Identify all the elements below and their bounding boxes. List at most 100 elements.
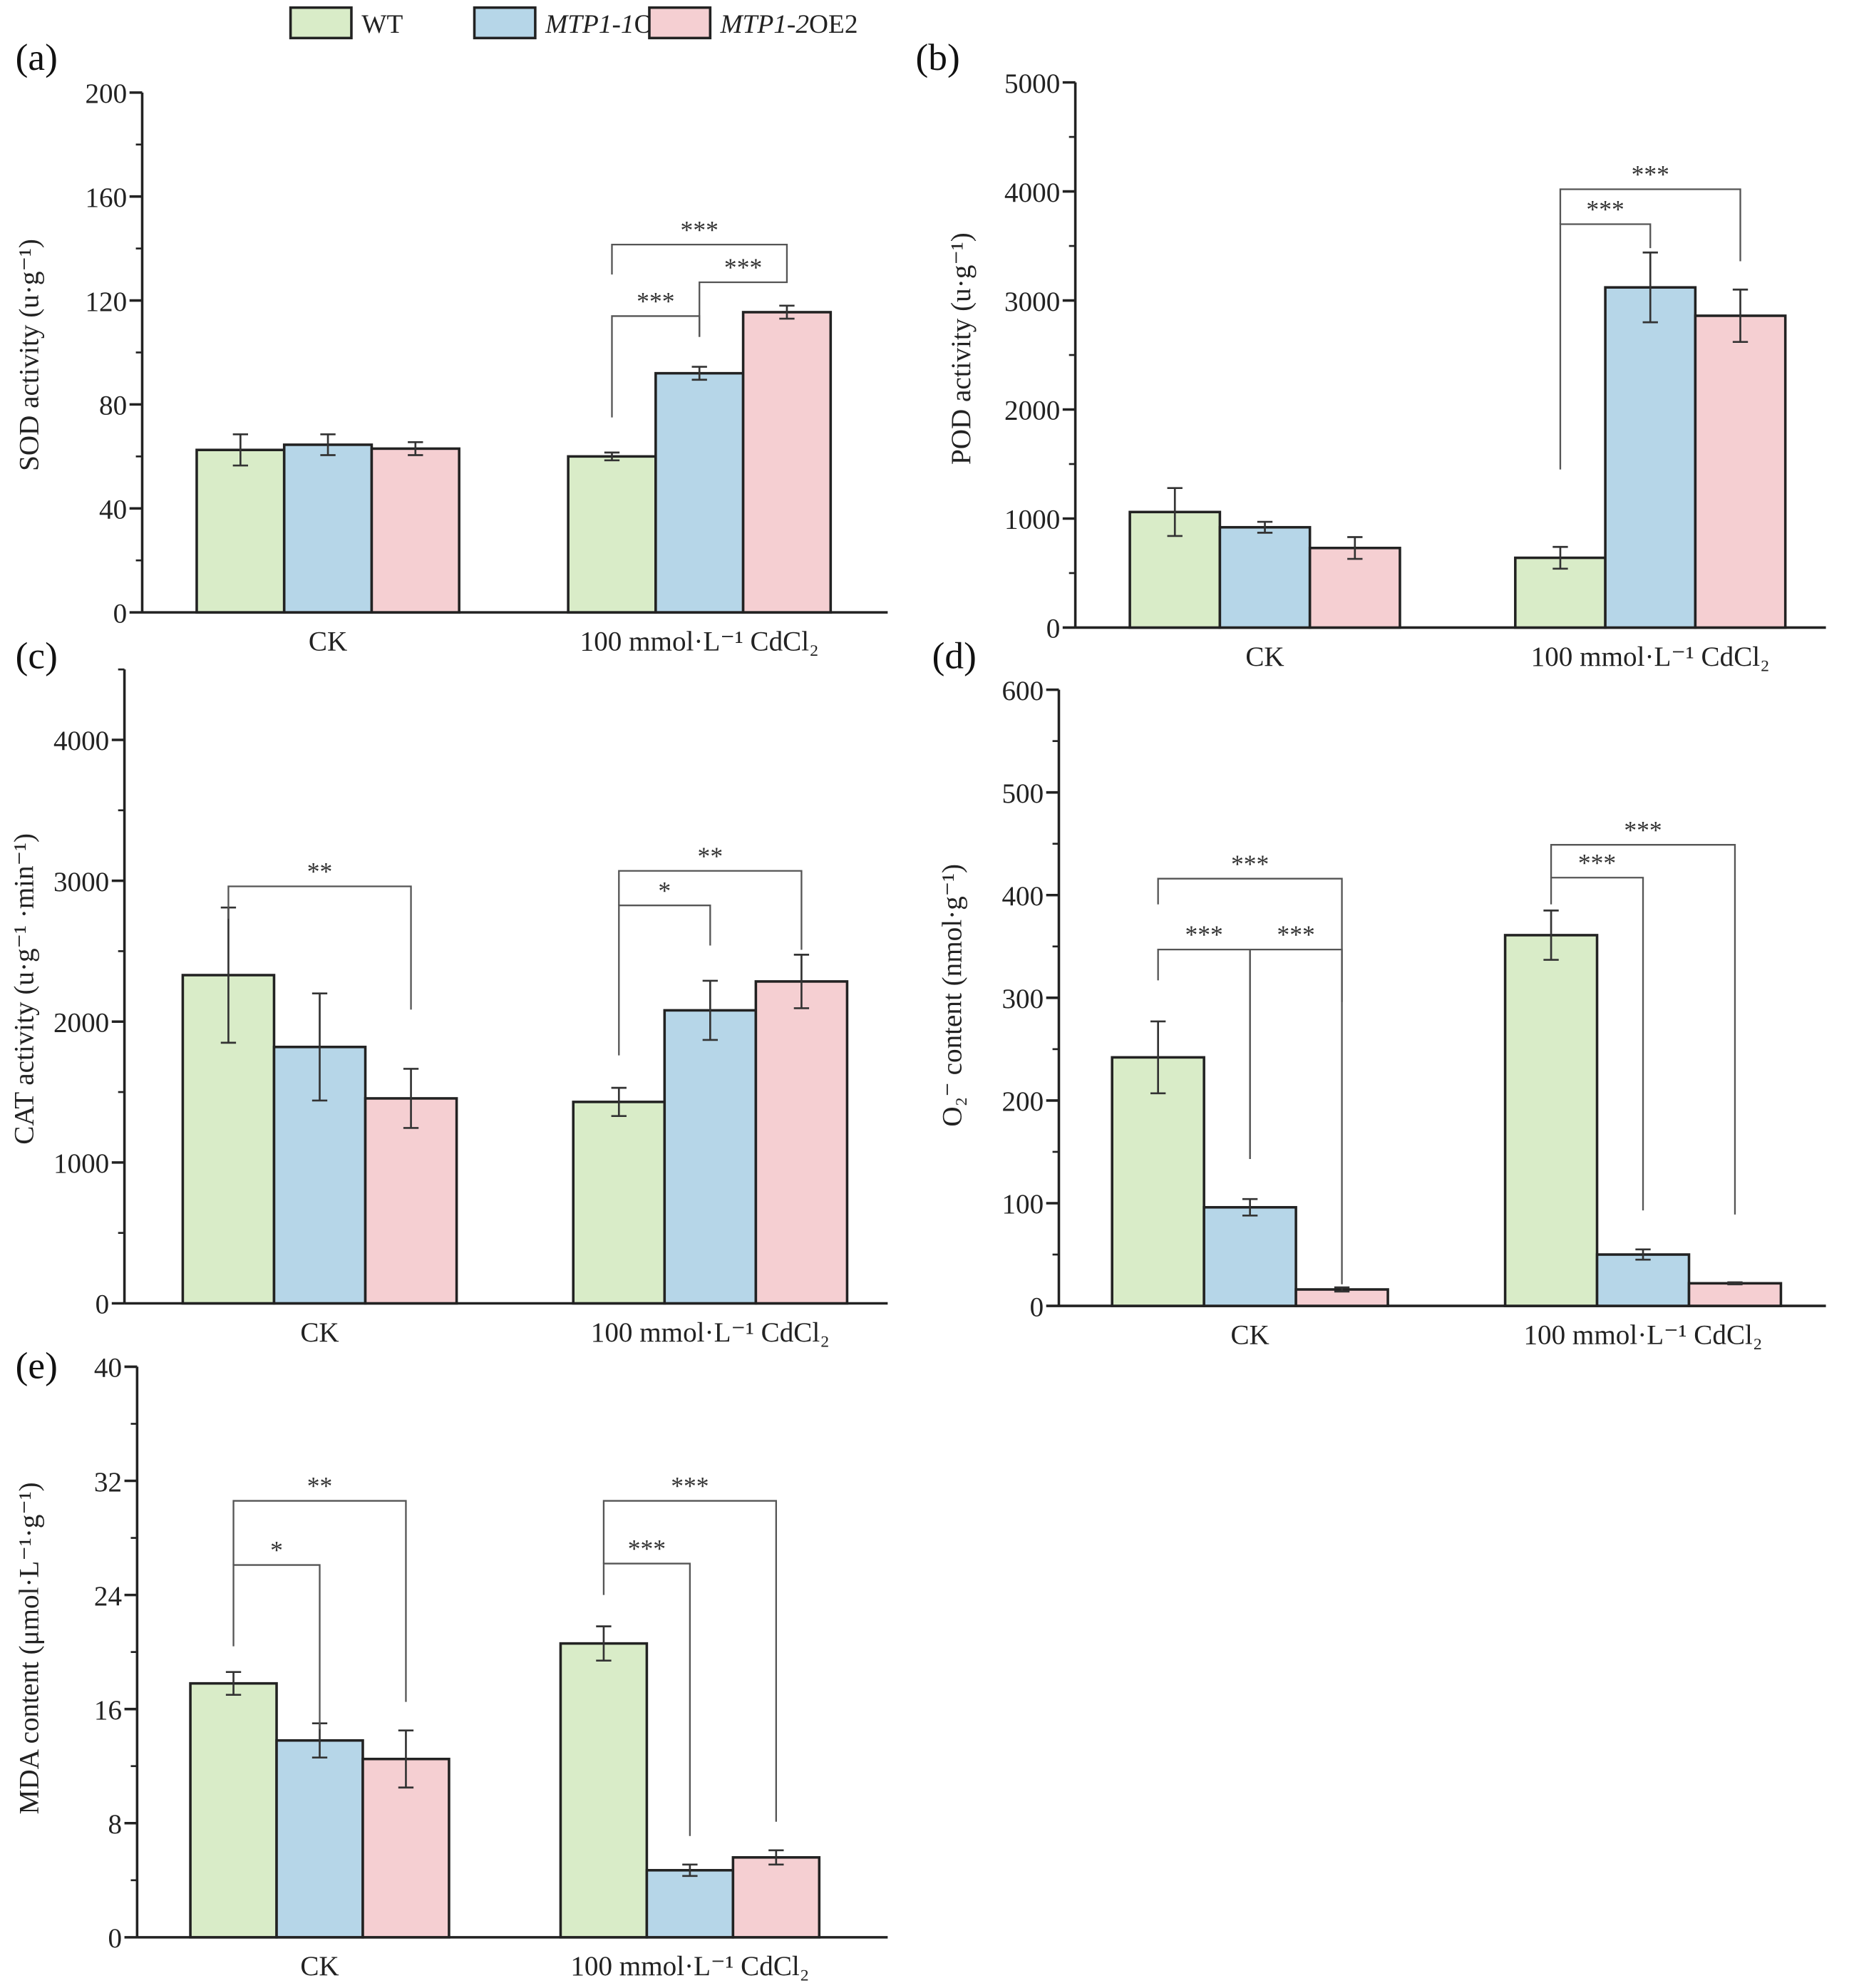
y-axis-label: O₂⁻ content (nmol·g⁻¹) [937,864,968,1127]
y-tick-label: 0 [96,1289,110,1320]
panel-label: (e) [16,1344,58,1386]
error-bar [691,366,707,381]
error-bar [398,1729,414,1789]
bar [572,1101,666,1305]
y-tick-label: 500 [1001,778,1044,809]
error-bar [604,451,620,462]
y-tick-label: 2000 [53,1007,109,1038]
legend-label: WT [361,10,403,39]
bar [370,447,460,614]
bar [1687,1282,1783,1307]
y-tick-label: 24 [94,1581,122,1612]
panel-a: (a) SOD activity (u·g⁻¹) 0 40 80 120 160 200 CK 1… [14,36,888,656]
error-bar [1242,1198,1258,1217]
significance-bracket [1559,188,1741,262]
significance-label: *** [724,253,762,282]
significance-bracket [232,1500,407,1702]
panel-label: (d) [932,634,977,676]
significance-label: *** [1632,160,1669,189]
panel-d: (d) O₂⁻ content (nmol·g⁻¹) 0 100 200 300 400 50… [932,634,1826,1350]
bar [189,1681,278,1939]
bar [1111,1056,1205,1307]
significance-label: *** [1578,848,1616,877]
x-category-label: CK [300,1951,339,1982]
x-category-label: CK [309,626,347,656]
significance-label: ** [307,857,333,886]
legend-label-italic: MTP1-1 [545,10,634,39]
significance-bracket [1550,844,1736,1215]
x-category-label: 100 mmol·L⁻¹ CdCl₂ [591,1317,830,1348]
bar [1595,1253,1691,1307]
y-tick-label: 5000 [1004,68,1060,99]
y-tick-label: 8 [108,1809,122,1840]
y-tick-label: 400 [1001,881,1044,912]
bar [1202,1205,1297,1307]
significance-label: *** [1231,850,1269,878]
bar [559,1642,649,1939]
legend-swatch [289,6,353,40]
bar [663,1009,758,1305]
y-axis-label: POD activity (u·g⁻¹) [946,232,977,465]
y-tick-label: 0 [108,1923,122,1954]
y-tick-label: 3000 [53,867,109,897]
error-bar [408,441,423,456]
error-bar [1543,910,1559,961]
y-axis-label: CAT activity (u·g⁻¹ ·min⁻¹) [9,833,40,1145]
y-tick-label: 4000 [1004,177,1060,208]
y-tick-label: 1000 [53,1148,109,1179]
error-bar [596,1625,612,1662]
significance-label: *** [681,215,719,244]
y-tick-label: 0 [1046,614,1061,644]
error-bar [779,304,795,320]
significance-bracket [1157,877,1343,1002]
panel-c: (c) CAT activity (u·g⁻¹ ·min⁻¹) 0 1000 2000 3… [9,634,888,1348]
significance-label: * [270,1536,283,1565]
error-bar [1552,545,1568,570]
error-bar [611,1086,627,1117]
significance-label: *** [628,1535,666,1563]
legend-label: MTP1-2OE2 [720,10,858,39]
significance-bracket [602,1562,691,1836]
significance-bracket [232,1564,321,1729]
legend-swatch [473,6,537,40]
legend-label-text: OE2 [809,10,858,39]
error-bar [1727,1281,1743,1286]
panel-label: (c) [16,634,58,676]
y-axis-label: MDA content (μmol·L⁻¹·g⁻¹) [14,1482,45,1814]
error-bar [1635,1248,1651,1261]
y-tick-label: 80 [99,391,127,421]
error-bar [311,992,328,1102]
significance-bracket [699,272,788,337]
significance-label: * [658,876,671,905]
x-category-label: 100 mmol·L⁻¹ CdCl₂ [580,626,819,656]
x-category-label: CK [1245,642,1284,672]
error-bar [225,1671,242,1696]
error-bar [403,1068,419,1129]
significance-label: *** [637,287,674,316]
y-tick-label: 300 [1001,984,1044,1014]
bar [1218,525,1312,629]
y-tick-label: 2000 [1004,396,1060,426]
bar [1694,314,1787,629]
y-tick-label: 32 [94,1467,122,1498]
error-bar [1642,251,1658,324]
bar [754,980,849,1305]
y-tick-label: 4000 [53,726,109,756]
bar [364,1097,458,1305]
y-tick-label: 16 [94,1695,122,1726]
panel-e: (e) MDA content (μmol·L⁻¹·g⁻¹) 0 8 16 24 32 40 C… [14,1344,888,1982]
y-tick-label: 160 [85,182,127,213]
significance-label: *** [671,1472,709,1500]
x-category-label: 100 mmol·L⁻¹ CdCl₂ [1531,642,1770,672]
significance-label: *** [1277,920,1314,949]
significance-bracket [1559,223,1652,470]
error-bar [793,954,810,1009]
error-bar [768,1849,784,1866]
significance-label: ** [698,842,723,870]
bar [741,311,833,614]
y-tick-label: 1000 [1004,505,1060,535]
x-category-label: 100 mmol·L⁻¹ CdCl₂ [1523,1319,1762,1350]
error-bar [1334,1286,1350,1293]
